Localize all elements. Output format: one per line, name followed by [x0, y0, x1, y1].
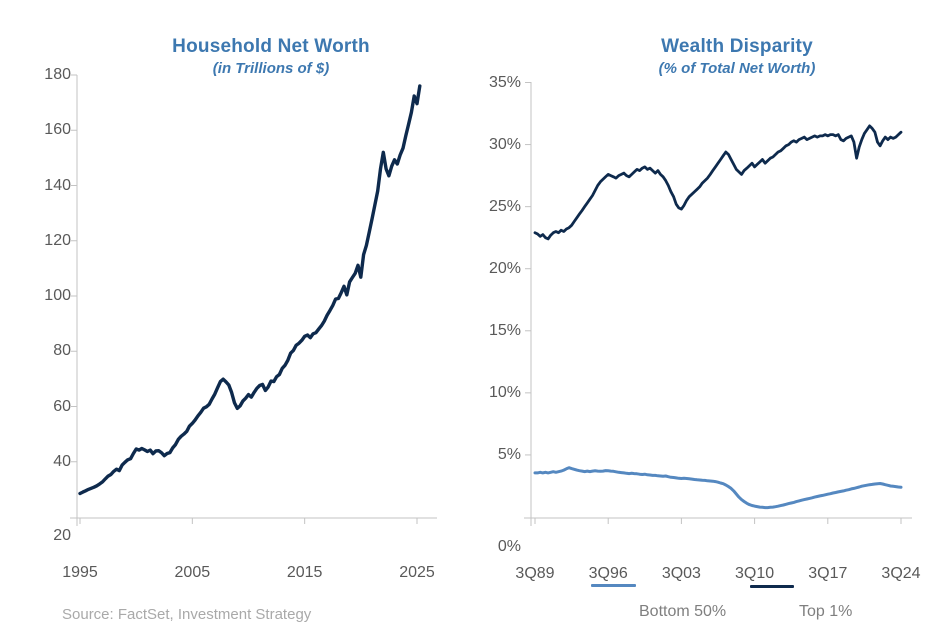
y-tick-label: 80: [53, 342, 71, 360]
y-tick-label: 140: [44, 176, 71, 194]
x-tick-label: 3Q89: [515, 565, 555, 582]
series-line-household-net-worth-t-: [78, 84, 422, 496]
x-tick-label: 2005: [174, 564, 211, 581]
legend-label-top-1: Top 1%: [799, 603, 853, 620]
x-tick-label: 3Q24: [881, 565, 921, 582]
series-line-top-1-: [533, 124, 903, 241]
y-tick-label: 40: [53, 452, 71, 470]
y-tick-label: 15%: [488, 321, 521, 339]
y-tick-label: 5%: [497, 445, 521, 463]
x-tick-label: 3Q96: [588, 565, 628, 582]
left-chart-subtitle: (in Trillions of $): [212, 60, 330, 77]
x-tick-label: 3Q10: [735, 565, 775, 582]
y-tick-label: 30%: [488, 135, 521, 153]
source-note: Source: FactSet, Investment Strategy: [62, 606, 312, 623]
y-tick-label: 120: [44, 231, 71, 249]
y-tick-label: 0%: [497, 538, 521, 555]
left-chart-title: Household Net Worth: [172, 36, 370, 57]
y-tick-label: 20: [53, 527, 71, 544]
y-tick-label: 10%: [488, 383, 521, 401]
right-chart-title: Wealth Disparity: [661, 36, 813, 57]
y-tick-label: 180: [44, 66, 71, 83]
x-tick-label: 3Q03: [661, 565, 701, 582]
y-tick-label: 100: [44, 287, 71, 304]
right-chart-subtitle: (% of Total Net Worth): [658, 60, 816, 77]
series-line-bottom-50-: [533, 466, 903, 510]
x-tick-label: 3Q17: [808, 565, 848, 582]
y-tick-label: 25%: [488, 197, 521, 215]
legend-label-bottom-50: Bottom 50%: [639, 603, 727, 620]
y-tick-label: 60: [53, 397, 71, 415]
x-tick-label: 2015: [286, 564, 323, 581]
y-tick-label: 20%: [488, 259, 521, 277]
x-tick-label: 2025: [399, 564, 435, 581]
y-tick-label: 35%: [488, 73, 521, 91]
x-tick-label: 1995: [62, 564, 98, 581]
bottom-50-line-swatch: [591, 584, 636, 587]
y-tick-label: 160: [44, 121, 71, 139]
top-1-line-swatch: [750, 585, 794, 588]
